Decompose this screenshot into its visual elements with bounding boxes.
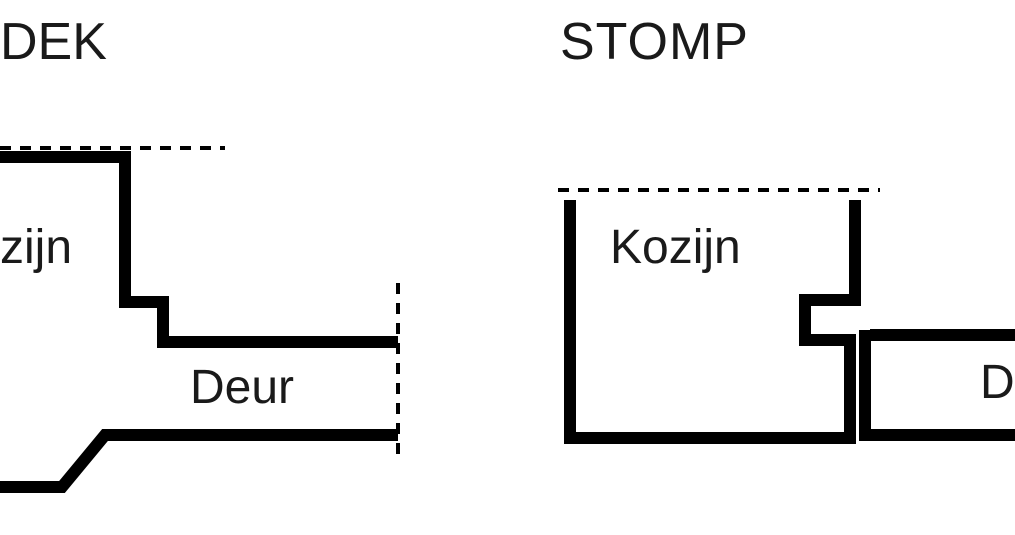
right-title: STOMP [560,12,749,72]
left-deur-label: Deur [190,360,294,415]
left-diagram [0,148,398,487]
left-profile [0,157,398,487]
right-kozijn-label: Kozijn [610,220,741,275]
right-deur-label: D [980,355,1015,410]
left-title: DEK [0,12,107,72]
left-kozijn-label: zijn [0,220,72,275]
